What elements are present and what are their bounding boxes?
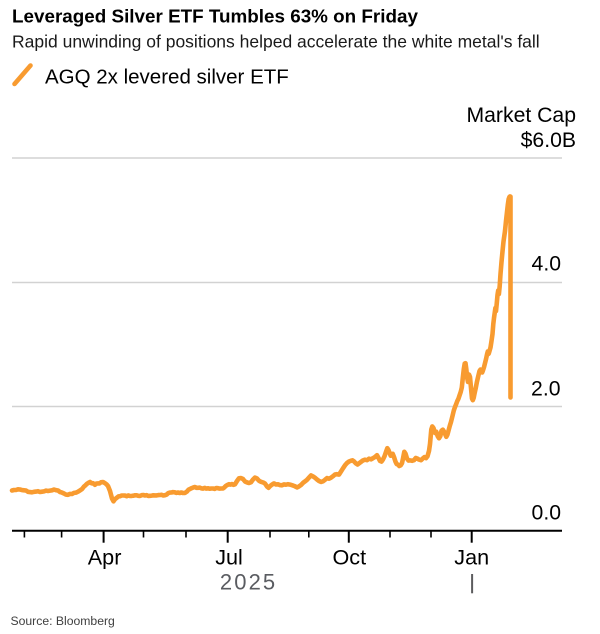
svg-text:$6.0B: $6.0B xyxy=(521,129,576,152)
svg-text:2025: 2025 xyxy=(220,570,277,595)
svg-text:Source: Bloomberg: Source: Bloomberg xyxy=(11,614,115,628)
svg-text:Market Cap: Market Cap xyxy=(466,104,576,127)
svg-text:Apr: Apr xyxy=(88,544,122,569)
svg-text:Leveraged Silver ETF Tumbles 6: Leveraged Silver ETF Tumbles 63% on Frid… xyxy=(12,6,418,27)
svg-text:Jul: Jul xyxy=(215,544,243,569)
svg-text:0.0: 0.0 xyxy=(532,502,561,525)
svg-text:AGQ 2x levered silver ETF: AGQ 2x levered silver ETF xyxy=(45,65,289,88)
svg-text:2.0: 2.0 xyxy=(531,378,560,401)
svg-text:Rapid unwinding of positions h: Rapid unwinding of positions helped acce… xyxy=(12,31,540,51)
svg-text:Jan: Jan xyxy=(454,544,489,569)
svg-text:Oct: Oct xyxy=(333,544,367,569)
svg-text:4.0: 4.0 xyxy=(532,253,561,276)
